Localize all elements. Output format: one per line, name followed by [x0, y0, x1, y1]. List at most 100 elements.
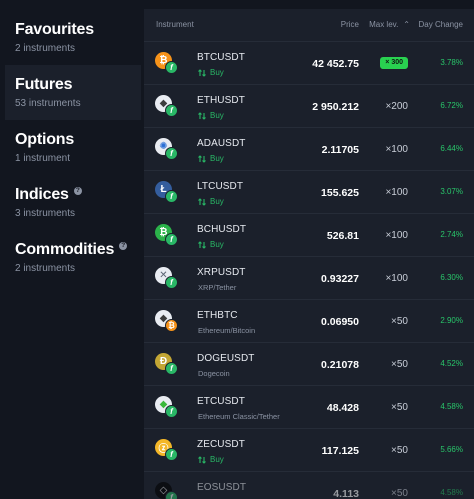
price-value: 0.93227 [321, 273, 359, 285]
category-options[interactable]: Options 1 instrument [5, 120, 141, 175]
category-count: 1 instrument [15, 153, 71, 164]
max-leverage: ×100 [385, 144, 408, 155]
futures-badge-icon: f [165, 448, 178, 461]
buy-label: Buy [210, 197, 224, 206]
table-row[interactable]: ◆ f ETHUSDT Buy 2 950.212 ×200 6.72% [144, 85, 474, 128]
buy-arrows-icon [198, 154, 206, 163]
column-header-instrument[interactable]: Instrument [156, 20, 194, 29]
bitcoin-badge-icon: ₿ [165, 319, 178, 332]
futures-badge-icon: f [165, 362, 178, 375]
table-row[interactable]: ₿ f BTCUSDT Buy 42 452.75 × 300 3.78% [144, 42, 474, 85]
column-header-max-lev[interactable]: Max lev. ⌃ [369, 20, 410, 29]
table-row[interactable]: ◇ f EOSUSDT 4.113 ×50 4.58% [144, 472, 474, 499]
buy-arrows-icon [198, 111, 206, 120]
category-title-text: Commodities [15, 241, 115, 258]
category-count: 2 instruments [15, 263, 76, 274]
buy-label: Buy [210, 68, 224, 77]
table-row[interactable]: ⓩ f ZECUSDT Buy 117.125 ×50 5.66% [144, 429, 474, 472]
instrument-symbol: BCHUSDT [197, 224, 247, 235]
buy-arrows-icon [198, 68, 206, 77]
day-change: 5.66% [440, 445, 463, 454]
day-change: 2.74% [440, 230, 463, 239]
instrument-symbol: ADAUSDT [197, 138, 246, 149]
category-favourites[interactable]: Favourites 2 instruments [5, 10, 141, 65]
price-value: 4.113 [333, 488, 359, 499]
category-title-text: Options [15, 131, 75, 148]
instrument-symbol: LTCUSDT [197, 181, 244, 192]
buy-arrows-icon [198, 240, 206, 249]
day-change: 6.30% [440, 273, 463, 282]
max-leverage: ×100 [385, 187, 408, 198]
max-leverage: ×100 [385, 273, 408, 284]
price-value: 2 950.212 [312, 101, 359, 113]
instrument-description: XRP/Tether [198, 283, 237, 292]
futures-badge-icon: f [165, 233, 178, 246]
futures-badge-icon: f [165, 276, 178, 289]
price-value: 42 452.75 [312, 58, 359, 70]
max-leverage-badge: × 300 [380, 57, 408, 69]
category-commodities[interactable]: Commodities? 2 instruments [5, 230, 141, 285]
help-icon[interactable]: ? [119, 242, 128, 250]
price-value: 48.428 [326, 402, 359, 414]
instrument-symbol: ETHBTC [197, 310, 238, 321]
buy-signal: Buy [198, 197, 224, 206]
buy-label: Buy [210, 455, 224, 464]
table-row[interactable]: ◆ f ETCUSDT Ethereum Classic/Tether 48.428 ×5… [144, 386, 474, 429]
instrument-description: Ethereum/Bitcoin [198, 326, 256, 335]
instrument-symbol: XRPUSDT [197, 267, 246, 278]
instrument-description: Ethereum Classic/Tether [198, 412, 280, 421]
category-futures[interactable]: Futures 53 instruments [5, 65, 141, 120]
buy-signal: Buy [198, 111, 224, 120]
day-change: 2.90% [440, 316, 463, 325]
help-icon[interactable]: ? [73, 187, 82, 195]
category-title: Commodities? [15, 241, 141, 259]
table-row[interactable]: ◆ ₿ ETHBTC Ethereum/Bitcoin 0.06950 ×50 2.90% [144, 300, 474, 343]
max-leverage: ×50 [391, 359, 408, 370]
price-value: 0.06950 [321, 316, 359, 328]
max-leverage: ×50 [391, 402, 408, 413]
category-title: Indices? [15, 186, 141, 204]
instrument-symbol: ETCUSDT [197, 396, 245, 407]
category-title: Options [15, 131, 141, 149]
buy-signal: Buy [198, 455, 224, 464]
instrument-symbol: EOSUSDT [197, 482, 247, 493]
instrument-symbol: ZECUSDT [197, 439, 245, 450]
instrument-symbol: DOGEUSDT [197, 353, 255, 364]
buy-signal: Buy [198, 68, 224, 77]
category-count: 53 instruments [15, 98, 81, 109]
category-title: Favourites [15, 21, 141, 39]
max-leverage: ×100 [385, 230, 408, 241]
day-change: 6.44% [440, 144, 463, 153]
day-change: 4.58% [440, 488, 463, 497]
futures-badge-icon: f [165, 405, 178, 418]
futures-badge-icon: f [165, 61, 178, 74]
table-row[interactable]: ✺ f ADAUSDT Buy 2.11705 ×100 6.44% [144, 128, 474, 171]
category-count: 2 instruments [15, 43, 76, 54]
buy-arrows-icon [198, 455, 206, 464]
max-leverage: ×200 [385, 101, 408, 112]
column-header-price[interactable]: Price [340, 20, 359, 29]
max-leverage: ×50 [391, 445, 408, 456]
max-leverage: ×50 [391, 488, 408, 499]
futures-badge-icon: f [165, 491, 178, 499]
column-header-max-lev-label: Max lev. [369, 20, 399, 29]
table-row[interactable]: ✕ f XRPUSDT XRP/Tether 0.93227 ×100 6.30% [144, 257, 474, 300]
day-change: 3.78% [440, 58, 463, 67]
column-header-day-change[interactable]: Day Change [418, 20, 463, 29]
table-row[interactable]: ₿ f BCHUSDT Buy 526.81 ×100 2.74% [144, 214, 474, 257]
category-sidebar: Favourites 2 instruments Futures 53 instrum… [0, 0, 141, 499]
category-indices[interactable]: Indices? 3 instruments [5, 175, 141, 230]
buy-arrows-icon [198, 197, 206, 206]
futures-badge-icon: f [165, 147, 178, 160]
buy-label: Buy [210, 154, 224, 163]
day-change: 3.07% [440, 187, 463, 196]
buy-signal: Buy [198, 240, 224, 249]
price-value: 117.125 [321, 445, 359, 457]
category-title-text: Favourites [15, 21, 94, 38]
table-header: Instrument Price Max lev. ⌃ Day Change [144, 9, 474, 42]
instrument-symbol: BTCUSDT [197, 52, 245, 63]
max-leverage: ×50 [391, 316, 408, 327]
buy-signal: Buy [198, 154, 224, 163]
